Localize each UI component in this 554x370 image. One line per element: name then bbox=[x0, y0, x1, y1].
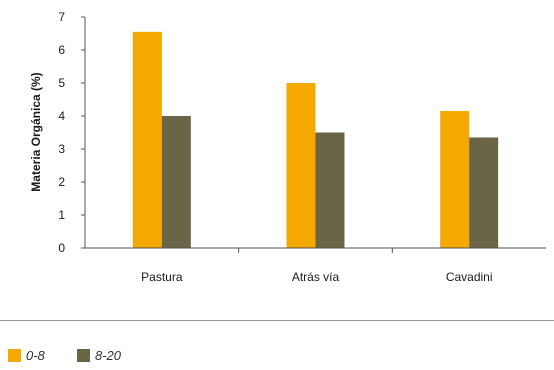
y-tick-label: 1 bbox=[58, 208, 65, 222]
y-tick-label: 7 bbox=[58, 10, 65, 24]
y-tick-label: 5 bbox=[58, 76, 65, 90]
legend: 0-8 8-20 bbox=[8, 348, 122, 363]
y-axis-ticks: 0 1 2 3 4 5 6 7 bbox=[58, 10, 85, 255]
legend-swatch-0-8 bbox=[8, 349, 21, 362]
bar-0-8-Pastura bbox=[132, 31, 162, 248]
y-axis-label: Materia Orgánica (%) bbox=[29, 72, 43, 191]
category-label: Cavadini bbox=[446, 270, 493, 284]
bar-0-8-Atrás vía bbox=[286, 83, 316, 248]
legend-label: 0-8 bbox=[26, 348, 46, 363]
category-label: Atrás vía bbox=[292, 270, 340, 284]
bar-0-8-Cavadini bbox=[440, 111, 470, 248]
y-tick-label: 4 bbox=[58, 109, 65, 123]
category-labels: Pastura Atrás vía Cavadini bbox=[141, 270, 492, 284]
y-tick-label: 6 bbox=[58, 43, 65, 57]
y-tick-label: 2 bbox=[58, 175, 65, 189]
bar-8-20-Pastura bbox=[161, 116, 191, 248]
legend-label: 8-20 bbox=[95, 348, 122, 363]
y-tick-label: 3 bbox=[58, 142, 65, 156]
category-label: Pastura bbox=[141, 270, 183, 284]
bars bbox=[132, 31, 499, 248]
bar-8-20-Atrás vía bbox=[315, 132, 345, 248]
bar-8-20-Cavadini bbox=[469, 137, 499, 248]
axes bbox=[84, 17, 546, 253]
y-tick-label: 0 bbox=[58, 241, 65, 255]
legend-swatch-8-20 bbox=[77, 349, 90, 362]
